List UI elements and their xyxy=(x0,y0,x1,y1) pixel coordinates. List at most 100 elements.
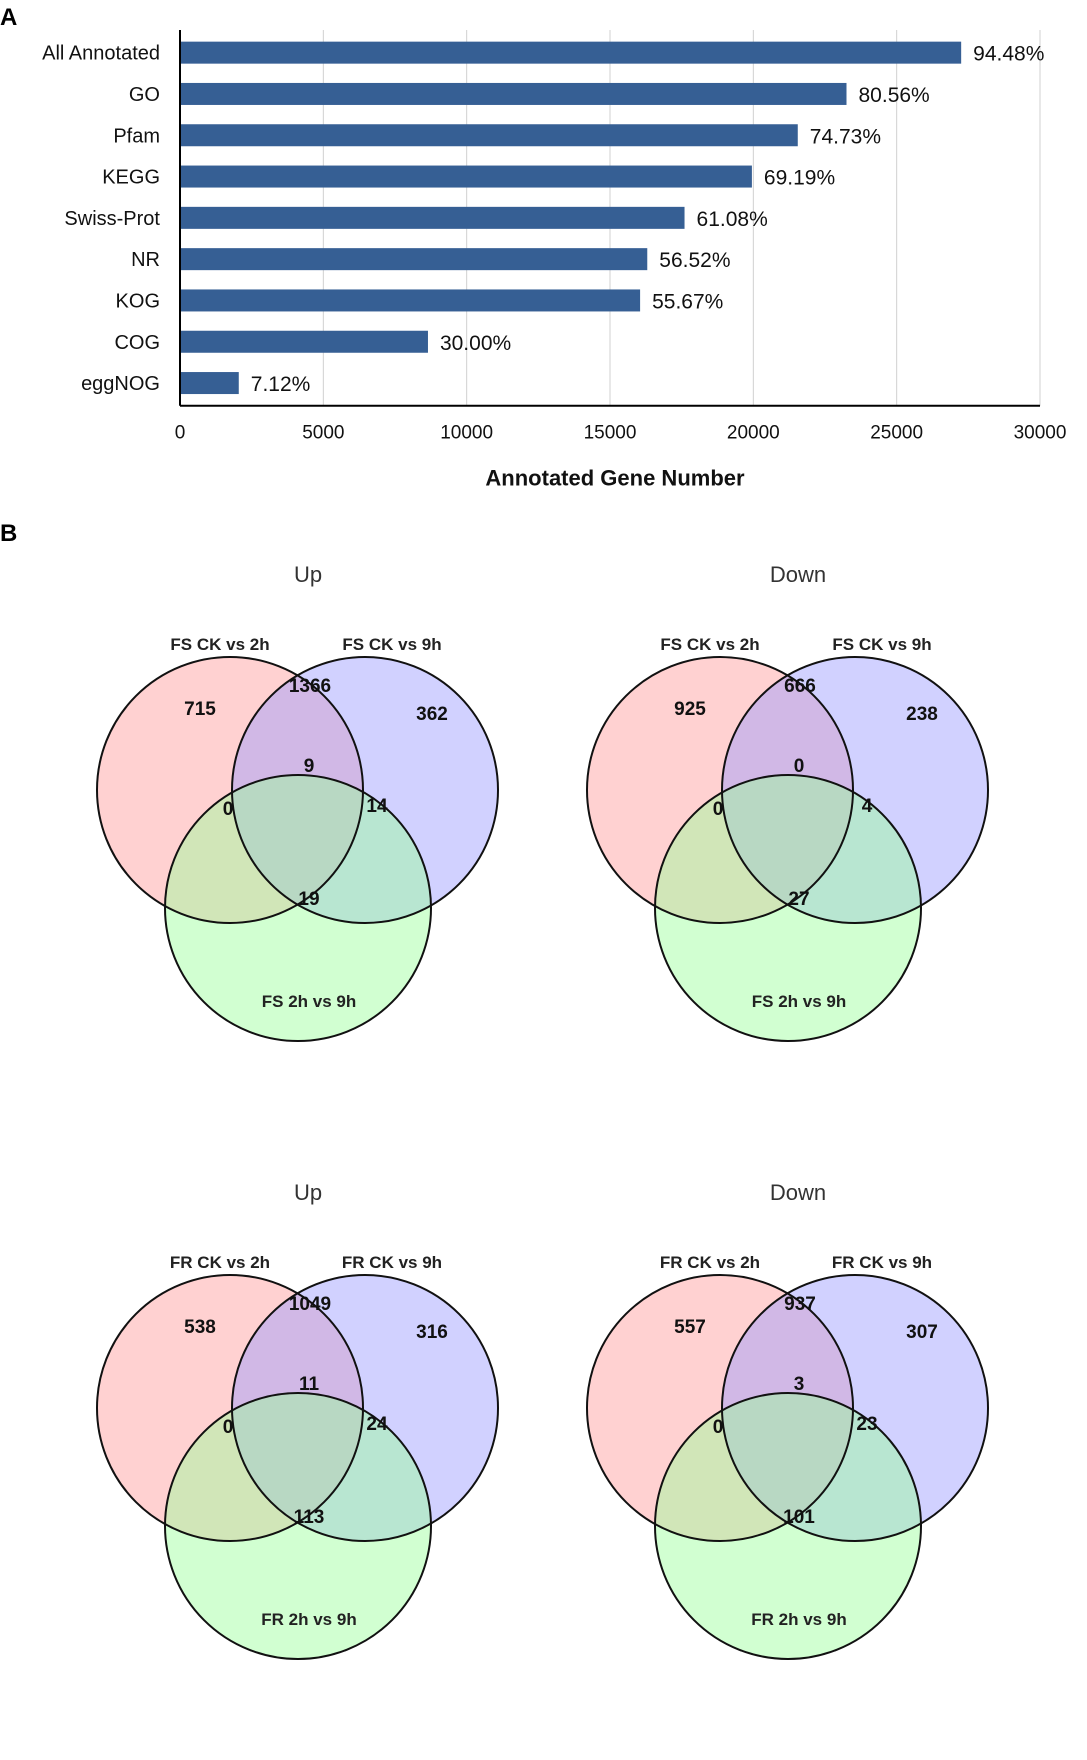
set-label-a: FR CK vs 2h xyxy=(170,1253,270,1272)
region-count-ac: 0 xyxy=(223,1417,234,1438)
set-label-a: FS CK vs 2h xyxy=(170,635,269,654)
region-count-ab: 1366 xyxy=(289,676,331,697)
region-count-ac: 0 xyxy=(713,1417,724,1438)
x-tick-label: 10000 xyxy=(440,423,493,444)
region-count-abc: 3 xyxy=(794,1374,805,1395)
venn-fr-up: Up FR CK vs 2h FR CK vs 9h 538 316 113 1049 0 24… xyxy=(75,1178,575,1743)
venn-circle-a-outline xyxy=(586,1274,854,1542)
region-count-c-only: 19 xyxy=(298,889,319,910)
region-count-abc: 0 xyxy=(794,756,805,777)
region-count-b-only: 316 xyxy=(416,1322,448,1343)
x-tick-label: 15000 xyxy=(584,423,637,444)
region-count-abc: 11 xyxy=(299,1374,320,1395)
venn-title: Down xyxy=(770,562,826,587)
venn-circle-c-outline xyxy=(654,774,922,1042)
venn-circle-c-outline xyxy=(164,1392,432,1660)
x-axis-title: Annotated Gene Number xyxy=(485,466,745,491)
category-label: GO xyxy=(129,84,160,106)
set-label-a: FR CK vs 2h xyxy=(660,1253,760,1272)
region-count-c-only: 113 xyxy=(294,1507,325,1528)
region-count-bc: 23 xyxy=(856,1414,877,1435)
category-label: NR xyxy=(131,249,160,271)
region-count-b-only: 362 xyxy=(416,704,448,725)
venn-circle-a-outline xyxy=(96,656,364,924)
venn-circle-c-fill xyxy=(165,1393,431,1659)
region-count-a-only: 557 xyxy=(674,1317,706,1338)
category-label: All Annotated xyxy=(42,43,160,65)
venn-circle-b-fill xyxy=(722,657,988,923)
annotation-bar-chart: All Annotated 94.48% GO 80.56% Pfam 74.73% KEG… xyxy=(42,30,1066,491)
region-count-c-only: 101 xyxy=(783,1507,815,1528)
bar xyxy=(180,248,648,271)
bar xyxy=(180,330,428,353)
data-label: 74.73% xyxy=(810,125,881,148)
set-label-b: FS CK vs 9h xyxy=(832,635,931,654)
category-label: Pfam xyxy=(113,125,160,147)
region-count-b-only: 238 xyxy=(906,704,938,725)
venn-circle-b-outline xyxy=(231,1274,499,1542)
set-label-b: FS CK vs 9h xyxy=(342,635,441,654)
data-label: 80.56% xyxy=(859,84,930,107)
panel-label-b: B xyxy=(0,520,18,547)
data-label: 69.19% xyxy=(764,167,835,190)
bar xyxy=(180,82,847,105)
region-count-bc: 14 xyxy=(366,796,388,817)
set-label-b: FR CK vs 9h xyxy=(832,1253,932,1272)
data-label: 56.52% xyxy=(659,249,730,272)
venn-circle-c-outline xyxy=(654,1392,922,1660)
venn-circle-b-outline xyxy=(721,656,989,924)
region-count-a-only: 538 xyxy=(184,1317,216,1338)
venn-circle-c-fill xyxy=(655,1393,921,1659)
venn-circle-a-fill xyxy=(97,1275,363,1541)
region-count-a-only: 715 xyxy=(184,699,216,720)
set-label-c: FS 2h vs 9h xyxy=(262,992,356,1011)
set-label-c: FS 2h vs 9h xyxy=(752,992,846,1011)
venn-circle-a-fill xyxy=(587,657,853,923)
region-count-ac: 0 xyxy=(713,799,724,820)
bar xyxy=(180,289,641,312)
panel-label-a: A xyxy=(0,4,18,31)
bar xyxy=(180,124,798,147)
bar xyxy=(180,165,752,188)
bar xyxy=(180,372,239,395)
venn-title: Up xyxy=(294,562,322,587)
venn-circle-a-fill xyxy=(97,657,363,923)
x-tick-label: 5000 xyxy=(302,423,344,444)
bar xyxy=(180,206,685,229)
venn-circle-c-fill xyxy=(655,775,921,1041)
data-label: 55.67% xyxy=(652,290,723,313)
data-label: 61.08% xyxy=(697,208,768,231)
set-label-b: FR CK vs 9h xyxy=(342,1253,442,1272)
x-tick-label: 25000 xyxy=(870,423,923,444)
venn-fs-down: Down FS CK vs 2h FS CK vs 9h 925 238 27 666 0 4 0… xyxy=(565,560,1065,1125)
region-count-ac: 0 xyxy=(223,799,234,820)
category-label: KEGG xyxy=(102,167,160,189)
region-count-a-only: 925 xyxy=(674,699,706,720)
venn-circle-a-outline xyxy=(586,656,854,924)
category-label: COG xyxy=(114,332,160,354)
venn-circle-c-fill xyxy=(165,775,431,1041)
data-label: 7.12% xyxy=(251,373,311,396)
category-label: eggNOG xyxy=(81,373,160,395)
venn-circle-b-fill xyxy=(232,1275,498,1541)
set-label-a: FS CK vs 2h xyxy=(660,635,759,654)
data-label: 94.48% xyxy=(973,43,1044,66)
venn-circle-c-outline xyxy=(164,774,432,1042)
region-count-abc: 9 xyxy=(304,756,315,777)
venn-title: Up xyxy=(294,1180,322,1205)
venn-circle-a-fill xyxy=(587,1275,853,1541)
region-count-bc: 4 xyxy=(862,796,873,817)
region-count-ab: 937 xyxy=(784,1294,816,1315)
set-label-c: FR 2h vs 9h xyxy=(261,1610,356,1629)
data-label: 30.00% xyxy=(440,332,511,355)
region-count-bc: 24 xyxy=(366,1414,388,1435)
venn-circle-b-outline xyxy=(721,1274,989,1542)
venn-circle-b-outline xyxy=(231,656,499,924)
venn-circle-a-outline xyxy=(96,1274,364,1542)
region-count-ab: 666 xyxy=(784,676,816,697)
category-label: KOG xyxy=(116,290,160,312)
x-tick-label: 20000 xyxy=(727,423,780,444)
region-count-c-only: 27 xyxy=(788,889,809,910)
venn-circle-b-fill xyxy=(722,1275,988,1541)
category-label: Swiss-Prot xyxy=(64,208,160,230)
